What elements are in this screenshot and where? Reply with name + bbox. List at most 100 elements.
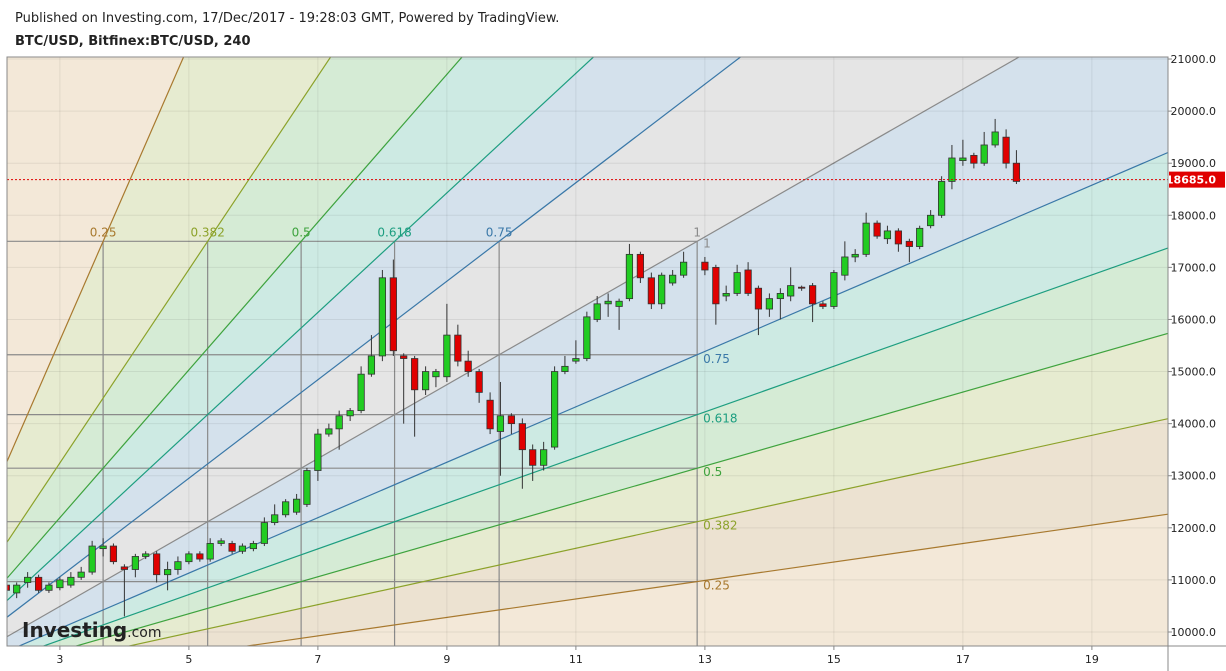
y-tick-label: 20000.0 xyxy=(1171,105,1217,118)
candle-body xyxy=(378,277,386,357)
candle-body xyxy=(357,373,365,412)
fan-level-label: 0.75 xyxy=(486,225,513,239)
y-tick-label: 15000.0 xyxy=(1171,366,1217,379)
candle-body xyxy=(841,256,849,276)
candle-body xyxy=(712,266,720,305)
x-tick-label: 3 xyxy=(56,653,63,666)
candle-body xyxy=(142,553,150,557)
candle-body xyxy=(927,214,935,227)
candle-body xyxy=(583,316,591,359)
candle-body xyxy=(991,131,999,146)
candle-body xyxy=(432,371,440,378)
candle-body xyxy=(99,545,107,550)
candle-body xyxy=(938,181,946,216)
candle-body xyxy=(572,358,580,362)
candle-body xyxy=(669,274,677,284)
candle-body xyxy=(733,272,741,294)
candle-body xyxy=(970,154,978,164)
candle-body xyxy=(24,576,32,583)
y-tick-label: 21000.0 xyxy=(1171,53,1217,66)
candle-body xyxy=(217,540,225,544)
x-tick-label: 11 xyxy=(569,653,583,666)
candle-body xyxy=(238,545,247,552)
fan-level-label: 0.618 xyxy=(703,412,737,426)
candle-body xyxy=(422,371,430,391)
candle-body xyxy=(647,277,655,305)
fan-level-label: 0.75 xyxy=(703,352,730,366)
candle-body xyxy=(959,157,967,162)
candle-body xyxy=(798,286,806,289)
candle-body xyxy=(67,576,75,586)
subtitle: Published on Investing.com, 17/Dec/2017 … xyxy=(15,11,559,26)
x-tick-label: 13 xyxy=(698,653,712,666)
candle-body xyxy=(636,253,644,279)
candle-body xyxy=(56,579,64,589)
candle-body xyxy=(722,293,730,297)
candle-body xyxy=(346,410,354,417)
candle-body xyxy=(518,423,526,451)
y-tick-label: 14000.0 xyxy=(1171,418,1217,431)
y-tick-label: 12000.0 xyxy=(1171,522,1217,535)
candle-body xyxy=(196,553,204,560)
candle-body xyxy=(88,545,96,573)
candle-body xyxy=(475,371,483,393)
candle-body xyxy=(819,303,827,307)
y-tick-label: 17000.0 xyxy=(1171,261,1217,274)
candle-body xyxy=(153,553,161,576)
candle-body xyxy=(454,334,462,362)
x-tick-label: 19 xyxy=(1085,653,1099,666)
chart-title: BTC/USD, Bitfinex:BTC/USD, 240 xyxy=(15,34,251,49)
candle-body xyxy=(809,285,817,305)
y-tick-label: 19000.0 xyxy=(1171,157,1217,170)
candle-body xyxy=(658,274,666,305)
candle-body xyxy=(830,272,838,307)
fan-level-label: 0.5 xyxy=(703,465,722,479)
candle-body xyxy=(400,355,408,359)
fan-level-label: 0.25 xyxy=(703,579,730,593)
candle-body xyxy=(443,334,451,378)
candle-body xyxy=(593,303,601,320)
candle-body xyxy=(894,230,902,245)
candle-body xyxy=(1002,136,1010,164)
x-tick-label: 9 xyxy=(443,653,450,666)
candle-body xyxy=(980,144,988,164)
candle-body xyxy=(7,584,10,591)
candle-body xyxy=(282,501,290,516)
candle-body xyxy=(303,470,311,505)
fan-level-label: 1 xyxy=(693,225,701,239)
candle-body xyxy=(561,365,569,372)
candle-body xyxy=(164,569,172,576)
candle-body xyxy=(411,358,419,391)
candle-body xyxy=(529,449,537,466)
fan-level-label: 0.618 xyxy=(377,225,411,239)
candle-body xyxy=(249,543,257,550)
y-tick-label: 11000.0 xyxy=(1171,574,1217,587)
watermark-suffix: .com xyxy=(127,625,161,641)
candle-body xyxy=(625,253,634,300)
grid xyxy=(7,57,1172,650)
candle-body xyxy=(260,522,268,544)
candle-body xyxy=(325,428,333,435)
candle-body xyxy=(314,433,322,471)
watermark-brand: Investing xyxy=(22,618,127,642)
candle-body xyxy=(551,371,559,448)
candle-body xyxy=(206,543,214,560)
candle-body xyxy=(77,571,85,578)
candle-body xyxy=(540,449,548,466)
candle-body xyxy=(701,261,709,271)
y-tick-label: 10000.0 xyxy=(1171,626,1217,639)
x-tick-label: 7 xyxy=(314,653,321,666)
candle-body xyxy=(604,300,612,305)
y-tick-label: 13000.0 xyxy=(1171,470,1217,483)
candle-body xyxy=(883,230,892,240)
fan-level-label: 0.382 xyxy=(190,225,224,239)
candle-body xyxy=(228,543,236,552)
candle-body xyxy=(851,253,859,258)
candle-body xyxy=(35,576,43,591)
candle-body xyxy=(615,300,623,307)
price-label: 18685.0 xyxy=(1166,174,1216,187)
watermark: Investing.com xyxy=(22,618,162,642)
candles xyxy=(7,118,1168,617)
